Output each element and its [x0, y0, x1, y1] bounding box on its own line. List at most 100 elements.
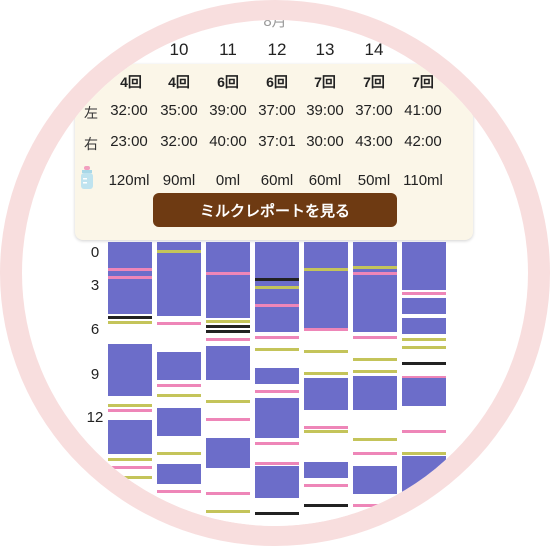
sleep-block: [206, 438, 250, 468]
feed-mark: [402, 430, 446, 433]
sleep-block: [353, 242, 397, 332]
milk-amount: 60ml: [260, 172, 294, 189]
sleep-block: [353, 376, 397, 410]
sleep-block: [206, 346, 250, 380]
diaper-mark: [157, 452, 201, 455]
milk-amount: 50ml: [357, 172, 391, 189]
feed-count: 4回: [168, 74, 190, 90]
diaper-mark: [402, 452, 446, 455]
day-header[interactable]: 11: [219, 40, 237, 59]
day-header[interactable]: 15: [413, 40, 433, 59]
diaper-mark: [255, 348, 299, 351]
day-timeline[interactable]: [157, 242, 201, 526]
diaper-mark: [353, 370, 397, 373]
day-header[interactable]: 12: [267, 40, 287, 59]
other-mark: [255, 512, 299, 515]
diaper-mark: [206, 400, 250, 403]
day-timeline[interactable]: [304, 242, 348, 526]
diaper-mark: [402, 338, 446, 341]
right-duration: 23:00: [110, 133, 148, 150]
milk-amount: 120ml: [108, 172, 150, 189]
sleep-block: [353, 466, 397, 494]
sleep-block: [108, 420, 152, 454]
hour-label: 6: [90, 321, 100, 338]
diaper-mark: [157, 394, 201, 397]
feed-count: 6回: [266, 74, 288, 90]
feed-mark: [402, 504, 446, 507]
feed-mark: [108, 466, 152, 469]
diaper-mark: [108, 458, 152, 461]
day-timeline[interactable]: [255, 242, 299, 526]
left-duration: 35:00: [160, 102, 198, 119]
feed-mark: [353, 504, 397, 507]
diaper-mark: [108, 476, 152, 479]
feed-mark: [402, 376, 446, 379]
feed-mark: [108, 276, 152, 279]
sleep-block: [402, 242, 446, 290]
sleep-block: [255, 368, 299, 384]
sleep-block: [304, 242, 348, 330]
diaper-mark: [206, 320, 250, 323]
day-timeline[interactable]: [402, 242, 446, 526]
right-duration: 40:00: [209, 133, 247, 150]
milk-amount: 90ml: [162, 172, 196, 189]
sleep-block: [402, 378, 446, 406]
other-mark: [206, 330, 250, 333]
feed-mark: [353, 452, 397, 455]
milk-report-button[interactable]: ミルクレポートを見る: [153, 193, 397, 227]
diaper-mark: [108, 321, 152, 324]
hour-label: 0: [90, 244, 100, 261]
sleep-block: [255, 466, 299, 498]
sleep-block: [157, 352, 201, 380]
hour-label: 3: [90, 277, 100, 294]
sleep-block: [255, 398, 299, 438]
diaper-mark: [304, 430, 348, 433]
other-mark: [402, 362, 446, 365]
feed-mark: [304, 484, 348, 487]
sleep-block: [402, 456, 446, 498]
feed-count: 7回: [412, 74, 434, 90]
diaper-mark: [304, 268, 348, 271]
feed-mark: [157, 322, 201, 325]
feed-mark: [108, 496, 152, 499]
right-duration: 30:00: [306, 133, 344, 150]
sleep-block: [402, 298, 446, 314]
feed-mark: [255, 390, 299, 393]
left-duration: 37:00: [355, 102, 393, 119]
day-timeline[interactable]: [206, 242, 250, 526]
other-mark: [304, 504, 348, 507]
left-duration: 37:00: [258, 102, 296, 119]
diaper-mark: [157, 250, 201, 253]
baby-bottle-icon: [81, 166, 93, 189]
feed-mark: [304, 426, 348, 429]
feed-mark: [206, 492, 250, 495]
left-duration: 41:00: [404, 102, 442, 119]
feed-mark: [108, 409, 152, 412]
sleep-block: [157, 242, 201, 316]
feed-mark: [402, 292, 446, 295]
right-breast-label: 右: [84, 136, 98, 152]
day-header[interactable]: 13: [315, 40, 335, 59]
day-timeline[interactable]: [353, 242, 397, 526]
sleep-block: [157, 464, 201, 484]
feed-count: 6回: [217, 74, 239, 90]
other-mark: [108, 316, 152, 319]
feed-mark: [255, 462, 299, 465]
other-mark: [255, 278, 299, 281]
diaper-mark: [206, 510, 250, 513]
sleep-block: [304, 378, 348, 410]
day-header[interactable]: 10: [169, 40, 189, 59]
day-header[interactable]: 9: [126, 40, 136, 59]
sleep-block: [157, 408, 201, 436]
sleep-block: [108, 344, 152, 396]
feed-mark: [353, 272, 397, 275]
day-timeline[interactable]: [108, 242, 152, 526]
left-duration: 32:00: [110, 102, 148, 119]
left-breast-label: 左: [84, 105, 98, 121]
feed-mark: [206, 418, 250, 421]
day-header[interactable]: 14: [364, 40, 384, 59]
feed-mark: [255, 304, 299, 307]
app-screen: 8月 9 10 11 12 13 14 15 4回 4回 6回 6回 7回 7回…: [22, 20, 528, 526]
left-duration: 39:00: [209, 102, 247, 119]
feed-count: 7回: [314, 74, 336, 90]
